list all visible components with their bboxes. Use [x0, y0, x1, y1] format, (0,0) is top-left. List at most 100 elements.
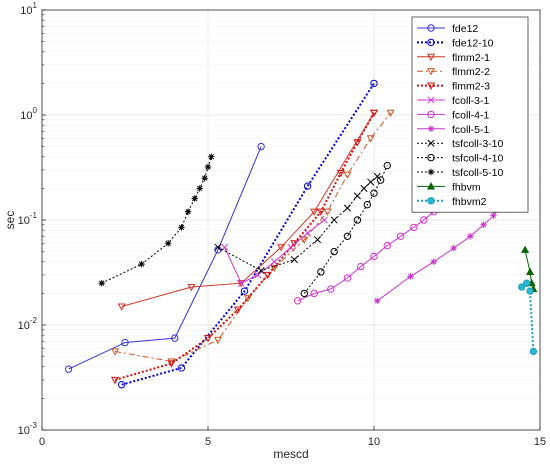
data-point: [427, 110, 435, 119]
legend-label: fhbvm: [452, 181, 481, 193]
data-point: [204, 163, 212, 171]
legend-label: flmm2-3: [452, 81, 490, 93]
data-point: [343, 274, 352, 282]
y-tick-label: 10-1: [18, 211, 38, 227]
data-point: [353, 216, 362, 224]
data-point: [357, 262, 365, 271]
series-line: [121, 112, 375, 307]
data-point: [287, 243, 295, 251]
legend-label: flmm2-1: [452, 52, 490, 64]
legend-item: flmm2-2: [417, 66, 490, 78]
y-tick-label: 101: [20, 1, 37, 17]
data-point: [243, 295, 252, 303]
data-point: [369, 109, 379, 118]
data-point: [293, 297, 302, 305]
data-point: [450, 244, 457, 252]
legend-item: fhbvm: [417, 181, 481, 193]
legend-item: fcoll-4-1: [417, 109, 490, 121]
data-point: [184, 208, 192, 215]
data-point: [290, 256, 298, 264]
data-point: [276, 244, 286, 252]
data-point: [177, 364, 186, 372]
data-point: [523, 279, 531, 287]
data-point: [529, 347, 538, 356]
legend-label: flmm2-2: [452, 66, 490, 78]
data-point: [386, 109, 395, 118]
data-point: [110, 376, 120, 385]
series-line: [121, 82, 375, 386]
data-point: [240, 287, 249, 295]
y-axis-label: sec: [3, 211, 17, 230]
data-point: [167, 360, 176, 368]
data-point: [110, 348, 120, 356]
axis-ticks: 0 5 10 15 10-3 10-2 10-1 100 101: [18, 1, 547, 448]
legend-label: fde12: [452, 23, 478, 35]
y-tick-label: 10-2: [18, 316, 38, 332]
data-point: [323, 208, 332, 216]
y-tick-label: 100: [20, 106, 37, 122]
series-flmm2-2: [110, 109, 395, 366]
data-point: [366, 135, 375, 143]
x-tick-label: 15: [534, 436, 546, 448]
data-point: [196, 185, 203, 192]
data-point: [330, 247, 338, 256]
data-point: [526, 287, 534, 295]
legend-item: fhbvm2: [417, 196, 487, 208]
legend: fde12 fde12-10 flmm2-1 flmm2-2 flmm2-3 fcoll-…: [411, 16, 529, 213]
series-tsfcoll-3-10: [214, 172, 381, 275]
legend-item: flmm2-1: [417, 52, 490, 64]
data-point: [525, 267, 535, 276]
data-point: [270, 264, 279, 273]
data-point: [64, 365, 73, 373]
data-point: [427, 125, 435, 132]
data-point: [314, 236, 322, 244]
data-point: [171, 334, 179, 342]
legend-label: fhbvm2: [452, 196, 487, 208]
legend-label: fcoll-4-1: [452, 109, 490, 121]
legend-label: tsfcoll-5-10: [452, 167, 504, 179]
data-point: [370, 252, 378, 261]
data-point: [336, 169, 345, 178]
data-point: [373, 172, 381, 180]
data-point: [383, 161, 391, 170]
data-point: [117, 303, 126, 311]
data-point: [521, 245, 530, 253]
data-point: [426, 182, 436, 190]
data-point: [237, 280, 246, 288]
data-point: [360, 184, 368, 192]
data-point: [191, 195, 198, 202]
data-point: [353, 139, 362, 147]
data-point: [426, 82, 436, 90]
data-point: [427, 24, 435, 32]
legend-item: fcoll-5-1: [417, 124, 490, 136]
data-point: [330, 216, 338, 224]
data-point: [310, 289, 318, 298]
series-tsfcoll-4-10: [300, 161, 391, 298]
data-point: [420, 216, 428, 224]
data-point: [427, 197, 435, 205]
data-point: [316, 208, 325, 216]
legend-label: tsfcoll-3-10: [452, 138, 504, 150]
x-tick-label: 10: [368, 436, 380, 448]
data-point: [164, 240, 172, 247]
data-point: [300, 289, 308, 298]
data-point: [254, 271, 262, 279]
legend-label: fde12-10: [452, 37, 494, 49]
series-line: [217, 176, 378, 272]
legend-item: fde12-10: [417, 37, 494, 49]
data-point: [353, 192, 361, 200]
series-line: [101, 156, 212, 284]
data-point: [257, 142, 265, 151]
data-point: [214, 243, 222, 251]
legend-label: fcoll-3-1: [452, 95, 490, 107]
data-point: [327, 285, 335, 293]
data-point: [374, 297, 381, 305]
data-point: [430, 258, 437, 265]
data-point: [138, 260, 145, 268]
data-point: [237, 279, 245, 287]
data-point: [270, 258, 278, 266]
series-fcoll-3-1: [221, 216, 328, 287]
legend-item: fde12: [417, 23, 478, 35]
series-line: [114, 112, 375, 381]
data-point: [187, 283, 196, 292]
